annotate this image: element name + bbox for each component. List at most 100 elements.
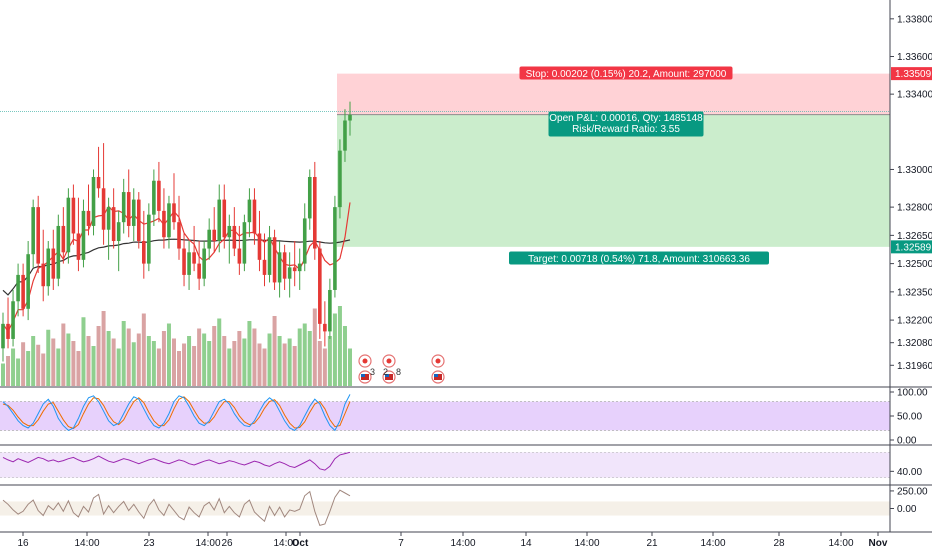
rsi-pane[interactable] bbox=[0, 444, 932, 478]
fast-moving-average-line bbox=[2, 202, 351, 333]
time-tick-label: 14:00 bbox=[450, 538, 475, 549]
candle-body bbox=[86, 210, 91, 226]
stochastic-k-line bbox=[2, 394, 351, 432]
target-zone[interactable] bbox=[337, 114, 890, 247]
candle-body bbox=[177, 222, 181, 249]
position-labels[interactable]: Stop: 0.00202 (0.15%) 20.2, Amount: 2970… bbox=[509, 66, 769, 266]
candle bbox=[272, 229, 277, 290]
candle-body bbox=[252, 199, 257, 234]
candle bbox=[312, 161, 317, 260]
volume-bar bbox=[302, 323, 307, 386]
candle-body bbox=[257, 233, 262, 260]
candle bbox=[212, 207, 217, 253]
cci-pane[interactable] bbox=[0, 484, 932, 533]
candle-body bbox=[116, 222, 121, 242]
volume-bar bbox=[202, 333, 207, 386]
candle-body bbox=[212, 229, 217, 242]
volume-bar bbox=[46, 329, 51, 386]
candle-body bbox=[297, 263, 302, 272]
candle bbox=[36, 195, 41, 274]
candle-body bbox=[192, 252, 196, 264]
candle-body bbox=[142, 241, 146, 264]
candle-body bbox=[307, 176, 312, 219]
event-flag-icon[interactable] bbox=[358, 354, 372, 384]
event-flag-icon[interactable] bbox=[431, 354, 445, 384]
volume-bar bbox=[121, 321, 126, 386]
volume-bar bbox=[217, 318, 222, 386]
candle-body bbox=[162, 210, 166, 238]
price-scale[interactable]: 1.33800 1.33600 1.33400 1.33000 1.32800 1.326… bbox=[889, 0, 932, 532]
rsi-tick-label: 40.00 bbox=[897, 467, 922, 478]
volume-bar bbox=[227, 348, 232, 386]
volume-bar bbox=[252, 328, 257, 386]
volume-bar bbox=[242, 338, 247, 386]
candle bbox=[182, 233, 186, 287]
candle-body bbox=[61, 225, 66, 253]
stop-price-badge-box[interactable] bbox=[891, 67, 932, 81]
candle-body bbox=[242, 222, 247, 264]
candle-body bbox=[217, 199, 222, 242]
volume-bar bbox=[332, 313, 337, 386]
target-label-box[interactable] bbox=[509, 251, 769, 265]
maple-leaf-icon bbox=[435, 358, 441, 364]
candle-body bbox=[232, 225, 237, 249]
target-price-badge-box[interactable] bbox=[891, 240, 932, 254]
maple-leaf-icon bbox=[362, 358, 368, 364]
candle-body bbox=[318, 248, 322, 324]
volume-bar bbox=[26, 351, 31, 386]
volume-bar bbox=[156, 348, 161, 386]
volume-bar bbox=[342, 326, 347, 386]
candle bbox=[302, 203, 307, 272]
time-tick-label: 14:00 bbox=[828, 538, 853, 549]
time-tick-label: 14:00 bbox=[574, 538, 599, 549]
candle-body bbox=[96, 176, 101, 189]
candle-body bbox=[237, 248, 242, 264]
pnl-label-box[interactable] bbox=[548, 111, 704, 137]
candle bbox=[192, 225, 196, 272]
candle bbox=[56, 214, 61, 287]
candle bbox=[76, 197, 81, 272]
candle-body bbox=[11, 301, 15, 339]
price-tick-label: 1.32350 bbox=[897, 287, 932, 298]
candle-body bbox=[267, 237, 272, 275]
volume-bar bbox=[1, 363, 5, 386]
stochastic-pane[interactable] bbox=[0, 386, 932, 432]
volume-bar bbox=[327, 336, 332, 386]
time-tick-label: 26 bbox=[221, 538, 233, 549]
stop-label-box[interactable] bbox=[519, 66, 733, 80]
candle-body bbox=[247, 199, 252, 223]
candle bbox=[51, 229, 56, 290]
candle bbox=[292, 241, 297, 287]
volume-bar bbox=[111, 338, 116, 386]
candle-body bbox=[187, 252, 191, 275]
candle bbox=[167, 195, 171, 249]
volume-bar bbox=[6, 356, 11, 386]
event-flag-icon[interactable] bbox=[382, 354, 396, 384]
candle-body bbox=[323, 323, 327, 332]
candle bbox=[257, 210, 262, 272]
position-tool[interactable] bbox=[0, 73, 890, 247]
stop-zone[interactable] bbox=[337, 73, 890, 115]
candle bbox=[232, 207, 237, 257]
candle bbox=[307, 169, 312, 230]
candle-body bbox=[1, 323, 5, 349]
time-tick-label: 14 bbox=[520, 538, 532, 549]
candle-body bbox=[262, 259, 267, 275]
candle bbox=[172, 173, 176, 230]
candle bbox=[348, 101, 352, 136]
candle bbox=[222, 184, 227, 249]
time-tick-label: 21 bbox=[646, 538, 658, 549]
candle bbox=[106, 197, 111, 260]
volume-bar bbox=[247, 321, 252, 386]
candle bbox=[162, 188, 166, 249]
candle-body bbox=[41, 263, 46, 287]
candle bbox=[131, 188, 136, 242]
price-tick-label: 1.32080 bbox=[897, 338, 932, 349]
slow-moving-average-line bbox=[2, 238, 351, 296]
time-tick-label: 16 bbox=[17, 538, 29, 549]
